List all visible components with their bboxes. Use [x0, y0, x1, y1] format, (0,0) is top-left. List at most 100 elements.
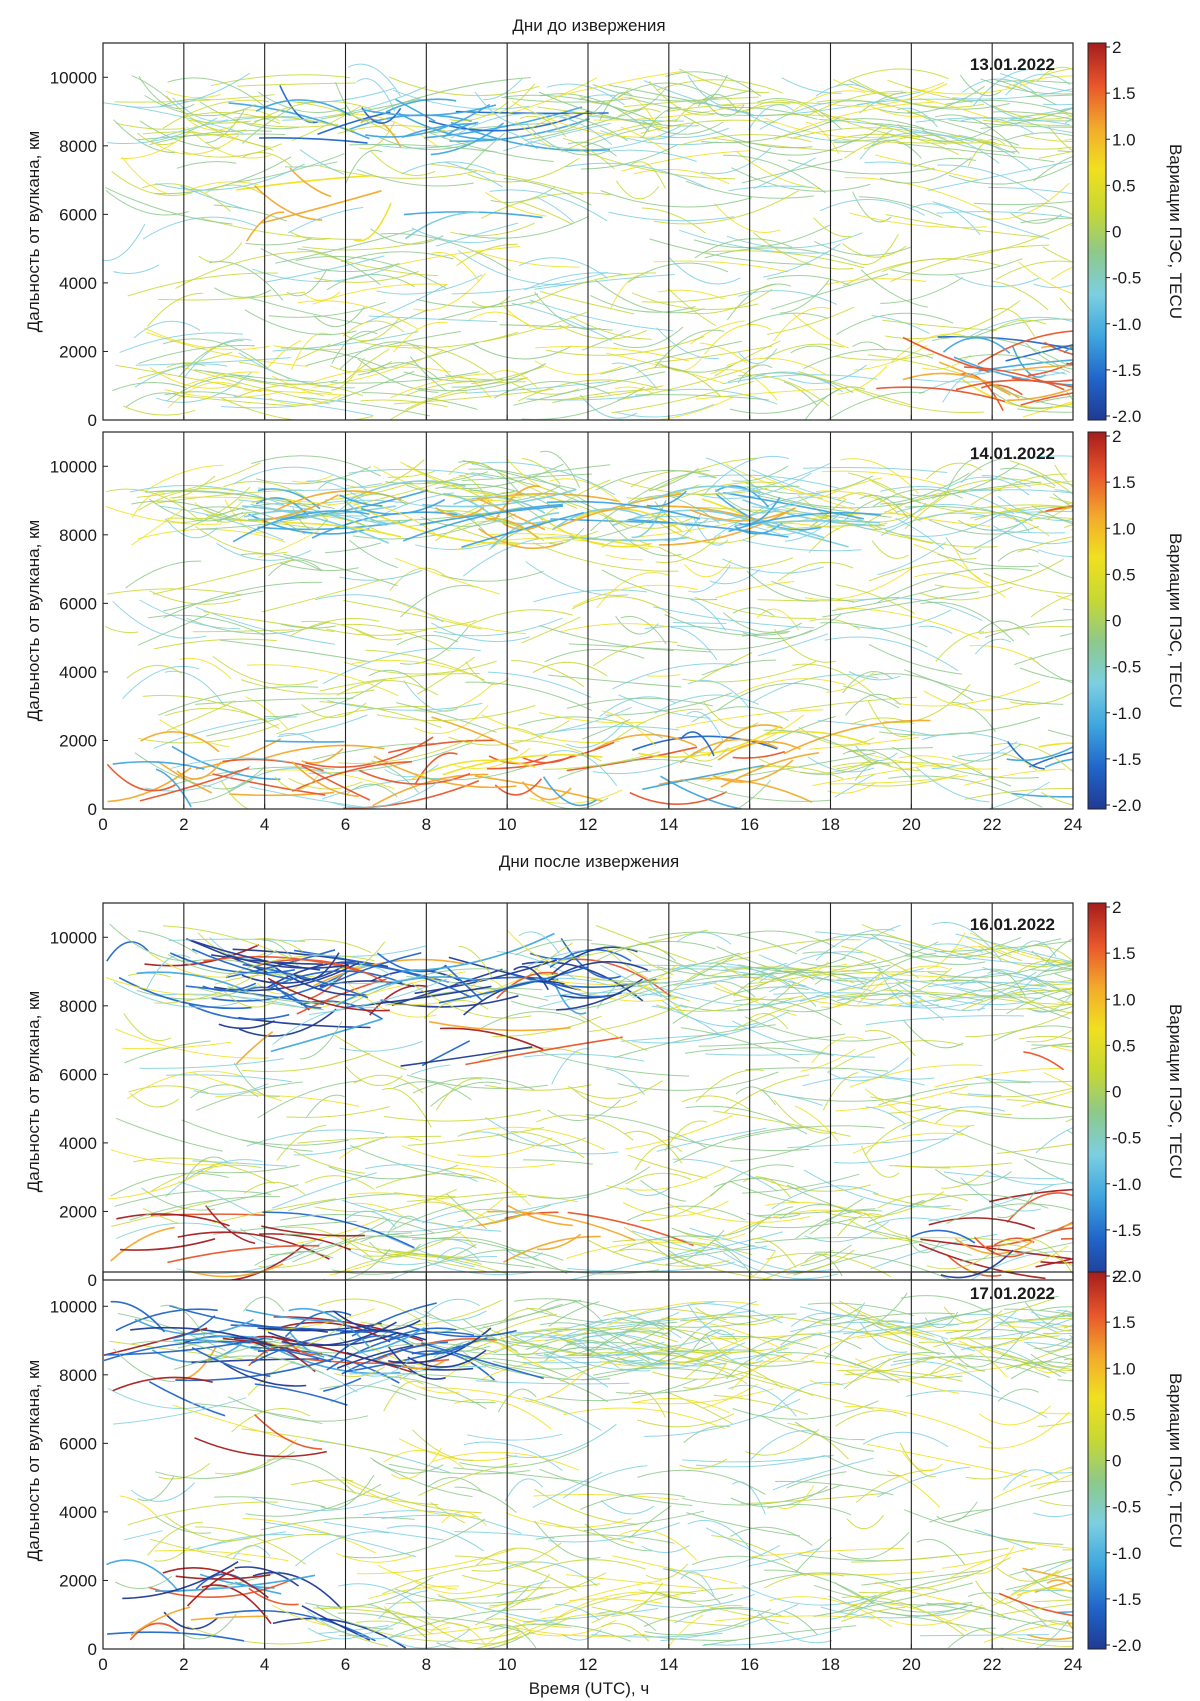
tec-track	[1018, 455, 1073, 460]
tec-track	[416, 298, 536, 308]
y-tick-label: 6000	[59, 1065, 97, 1084]
tec-track	[871, 122, 1016, 154]
tec-track	[1016, 940, 1057, 957]
tec-track	[137, 351, 232, 380]
tec-track	[824, 636, 959, 672]
tec-track	[672, 1158, 778, 1192]
tec-track	[658, 1592, 734, 1602]
tec-track	[245, 696, 289, 730]
tec-track	[942, 1559, 991, 1569]
x-tick-label: 22	[983, 1655, 1002, 1674]
tec-track	[943, 1306, 978, 1324]
tec-track	[343, 660, 497, 675]
tec-track	[421, 1298, 480, 1319]
tec-track	[547, 961, 649, 982]
tec-track	[396, 702, 497, 733]
tec-track	[485, 1597, 528, 1610]
tec-track	[952, 701, 996, 732]
tec-track	[1002, 1243, 1073, 1267]
tec-track	[597, 1310, 755, 1329]
tec-track	[798, 371, 911, 406]
tec-track	[450, 222, 536, 237]
tec-track	[1041, 345, 1073, 349]
tec-track	[697, 94, 739, 114]
tec-track	[458, 1249, 564, 1261]
tec-track	[395, 98, 436, 122]
tec-track	[346, 783, 398, 798]
tec-track	[835, 1410, 907, 1427]
tec-track	[118, 976, 252, 1010]
tec-track	[107, 1387, 206, 1409]
tec-track	[425, 1619, 519, 1645]
tec-track	[482, 78, 523, 101]
tec-track	[468, 727, 542, 746]
tec-track	[591, 1606, 745, 1627]
tec-track	[430, 1081, 502, 1107]
tec-track	[1016, 1587, 1073, 1597]
tec-track	[862, 1431, 949, 1448]
tec-track	[935, 631, 985, 662]
tec-track	[891, 746, 1039, 779]
tec-track	[725, 463, 846, 499]
tec-track	[897, 142, 1055, 163]
tec-track	[304, 1358, 450, 1365]
colorbar-tick-label: 1.0	[1112, 990, 1136, 1009]
tec-track	[498, 1308, 554, 1325]
tec-track	[296, 343, 331, 361]
tec-track	[690, 1604, 743, 1618]
tec-track	[529, 1619, 617, 1637]
tec-track	[853, 609, 952, 629]
group-title-before: Дни до извержения	[512, 16, 665, 35]
panel-date-label: 14.01.2022	[970, 444, 1055, 463]
tec-track	[387, 1342, 497, 1354]
tec-track	[556, 70, 682, 98]
tec-track	[746, 570, 819, 602]
tec-track	[1052, 987, 1073, 990]
tec-track	[985, 781, 1050, 809]
tec-track	[696, 1300, 758, 1332]
tec-track	[334, 1034, 407, 1071]
tec-track	[163, 1611, 219, 1630]
tec-track	[532, 1471, 603, 1508]
tec-track	[964, 788, 1073, 800]
tec-track	[456, 527, 599, 545]
tec-track	[1027, 1005, 1073, 1012]
tec-track	[241, 963, 349, 984]
tec-track	[346, 1247, 487, 1272]
tec-track	[730, 1526, 813, 1546]
tec-track	[739, 978, 776, 988]
tec-track	[336, 680, 439, 696]
tec-track	[934, 1110, 974, 1125]
tec-track	[821, 470, 947, 487]
tec-track	[197, 1164, 300, 1174]
tec-track	[421, 1341, 580, 1356]
tec-track	[854, 1358, 960, 1394]
tec-track	[815, 929, 895, 961]
tec-track	[326, 628, 427, 636]
tec-track	[745, 1067, 889, 1072]
tec-track	[876, 567, 1032, 604]
tec-track	[525, 1368, 589, 1402]
tec-track	[902, 372, 1020, 399]
tec-track	[633, 516, 781, 535]
tec-track	[323, 1521, 444, 1541]
tec-track	[991, 514, 1030, 533]
tec-track	[990, 742, 1073, 773]
tec-track	[312, 250, 439, 277]
tec-track	[461, 511, 585, 548]
tec-track	[233, 116, 356, 132]
tec-track	[878, 968, 919, 1006]
tec-track	[387, 1628, 471, 1649]
tec-track	[349, 1144, 484, 1179]
tec-track	[335, 82, 372, 122]
tec-track	[511, 660, 585, 688]
colorbar-tick-label: -2.0	[1112, 796, 1141, 815]
tec-track	[436, 1593, 476, 1612]
tec-track	[529, 112, 590, 130]
tec-track	[414, 752, 458, 785]
tec-track	[192, 629, 295, 633]
tec-track	[164, 389, 278, 399]
tec-track	[449, 101, 509, 122]
tec-track	[507, 1204, 573, 1227]
tec-track	[947, 1255, 1002, 1277]
